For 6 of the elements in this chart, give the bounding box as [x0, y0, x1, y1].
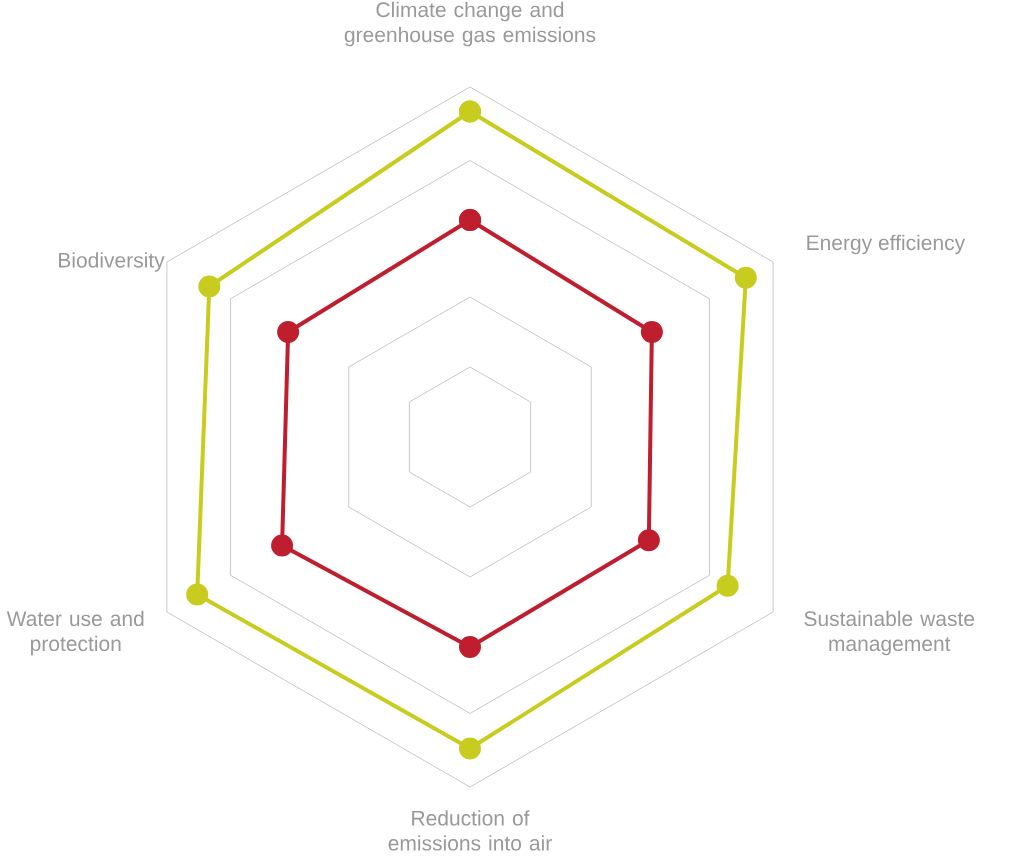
spoke-label: Water use and protection: [6, 610, 144, 656]
spoke-label: Reduction of emissions into air: [388, 810, 552, 851]
spoke-label: Biodiversity: [59, 252, 165, 272]
spoke-label: Energy efficiency: [807, 234, 966, 255]
spoke-label: Sustainable waste management: [804, 610, 975, 656]
spoke-label: Climate change and greenhouse gas emissions: [344, 1, 596, 47]
